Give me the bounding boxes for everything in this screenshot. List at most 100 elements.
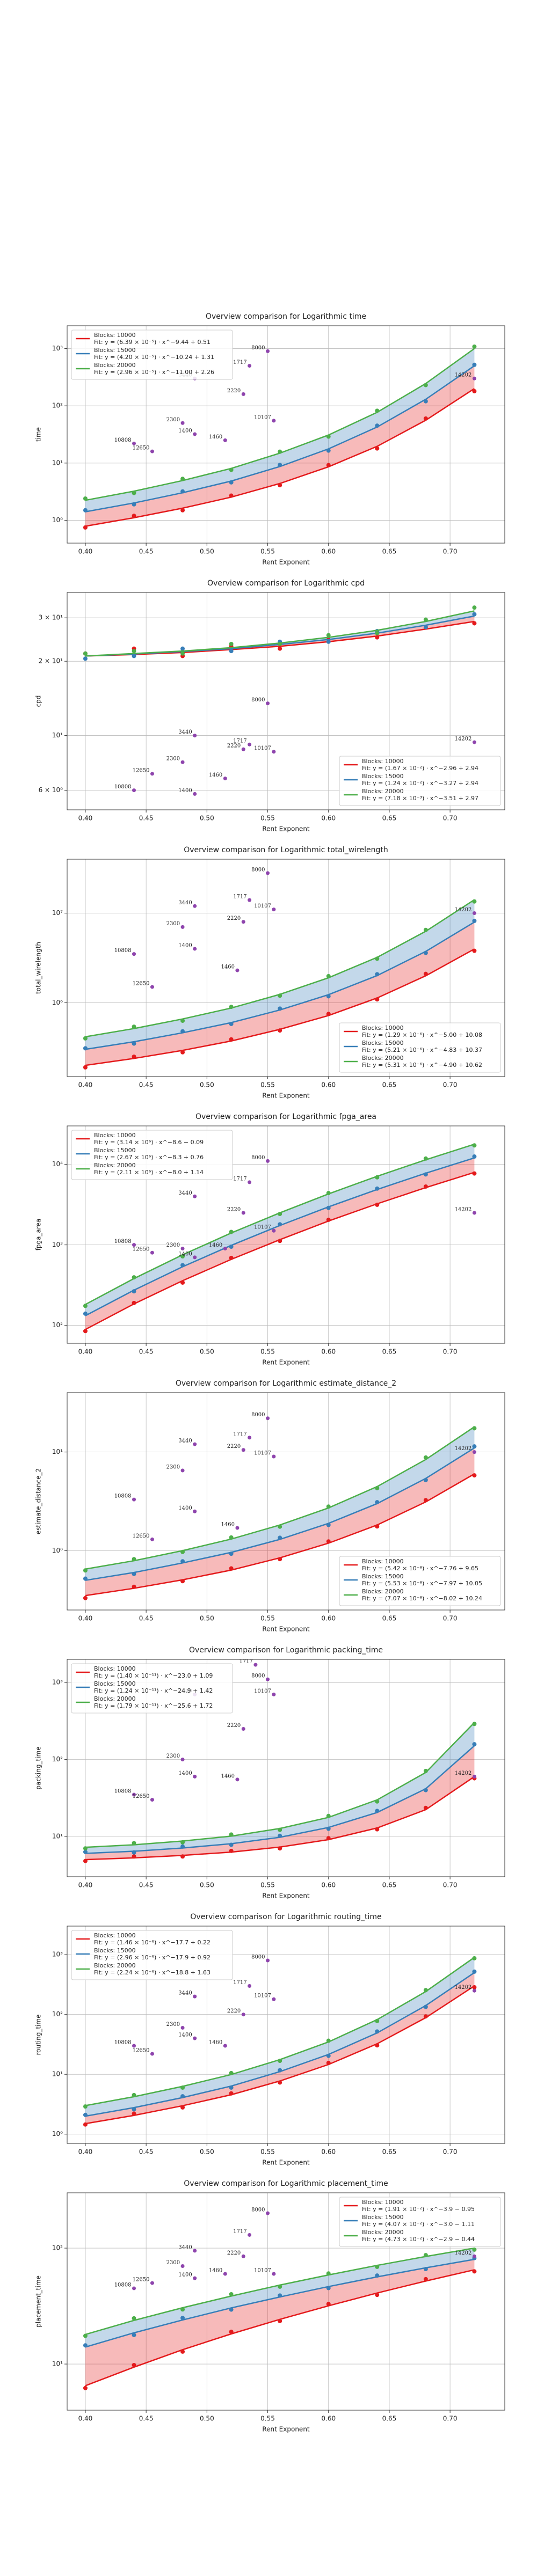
y-tick-label: 10¹: [52, 1448, 63, 1455]
data-point: [180, 477, 185, 481]
labeled-point: [150, 2281, 154, 2285]
labeled-point: [248, 1436, 252, 1440]
labeled-point: [223, 2272, 227, 2276]
data-point: [83, 2343, 88, 2348]
y-axis-label: total_wirelength: [35, 942, 42, 994]
data-point: [326, 639, 331, 644]
point-label: 2220: [227, 1723, 241, 1729]
labeled-point: [272, 750, 276, 754]
x-axis-label: Rent Exponent: [262, 2426, 310, 2433]
point-label: 10808: [114, 948, 132, 954]
legend-label: Blocks: 10000: [362, 758, 404, 765]
point-label: 2220: [227, 916, 241, 921]
x-tick-label: 0.70: [443, 815, 458, 822]
x-tick-label: 0.45: [139, 1081, 154, 1089]
data-point: [229, 1230, 234, 1234]
data-point: [229, 1005, 234, 1009]
data-point: [326, 463, 331, 467]
x-axis-label: Rent Exponent: [262, 1892, 310, 1900]
legend-label: Blocks: 20000: [362, 2229, 404, 2236]
data-point: [278, 2293, 282, 2298]
labeled-point: [223, 2044, 227, 2048]
point-label: 10107: [254, 1225, 271, 1231]
labeled-point: [223, 777, 227, 781]
point-label: 1717: [233, 1980, 246, 1986]
labeled-point: [248, 742, 252, 747]
data-point: [375, 1175, 380, 1180]
data-point: [132, 491, 136, 495]
data-point: [180, 508, 185, 513]
data-point: [180, 489, 185, 494]
y-tick-label: 10²: [52, 402, 63, 409]
legend-label: Blocks: 20000: [362, 788, 404, 795]
fit-band: [85, 1448, 475, 1596]
x-tick-label: 0.70: [443, 1882, 458, 1889]
legend-label: Blocks: 10000: [362, 2199, 404, 2206]
y-tick-label: 2 × 10¹: [39, 657, 63, 665]
labeled-point: [180, 2264, 185, 2268]
data-point: [423, 1805, 428, 1810]
labeled-point: [253, 1663, 258, 1667]
labeled-point: [472, 1450, 476, 1454]
point-label: 2300: [166, 756, 180, 762]
fit-band: [85, 365, 475, 526]
labeled-point: [241, 1727, 245, 1731]
data-point: [83, 651, 88, 656]
data-point: [326, 1826, 331, 1831]
labeled-point: [180, 760, 185, 764]
point-label: 1460: [209, 772, 222, 778]
data-point: [278, 463, 282, 467]
data-point: [423, 1498, 428, 1503]
y-tick-label: 10⁷: [52, 909, 63, 917]
labeled-point: [193, 2276, 197, 2280]
point-label: 14202: [455, 372, 472, 378]
legend-fit: Fit: y = (4.73 × 10⁻²) · x^−2.9 − 0.44: [362, 2236, 475, 2243]
point-label: 14202: [455, 1206, 472, 1212]
point-label: 2220: [227, 1444, 241, 1450]
data-point: [423, 1768, 428, 1773]
data-point: [83, 1329, 88, 1334]
data-point: [229, 2085, 234, 2090]
labeled-point: [241, 1448, 245, 1452]
chart-title: Overview comparison for Logarithmic plac…: [184, 2179, 388, 2188]
data-point: [375, 408, 380, 413]
data-point: [375, 1809, 380, 1813]
data-point: [229, 1842, 234, 1847]
data-point: [278, 1846, 282, 1851]
labeled-point: [472, 911, 476, 916]
x-tick-label: 0.60: [321, 2415, 336, 2423]
data-point: [375, 423, 380, 428]
x-tick-label: 0.55: [260, 2415, 275, 2423]
plot-frame: [67, 2192, 505, 2411]
labeled-point: [193, 1255, 197, 1260]
x-tick-label: 0.65: [382, 1615, 397, 1622]
point-label: 1717: [233, 738, 246, 744]
x-tick-label: 0.55: [260, 1081, 275, 1089]
x-tick-label: 0.45: [139, 1882, 154, 1889]
data-point: [375, 956, 380, 961]
labeled-point: [472, 1774, 476, 1779]
data-point: [229, 1255, 234, 1260]
x-tick-label: 0.50: [200, 548, 214, 555]
point-label: 12650: [133, 1533, 150, 1539]
labeled-point: [132, 2286, 136, 2290]
data-point: [472, 389, 477, 393]
plot-frame: [67, 325, 505, 544]
legend-fit: Fit: y = (7.07 × 10⁻⁸) · x^−8.02 + 10.24: [362, 1595, 482, 1602]
fit-band: [85, 2248, 475, 2347]
labeled-point: [248, 2233, 252, 2237]
labeled-point: [472, 2254, 476, 2258]
point-label: 2300: [166, 921, 180, 927]
point-label: 2300: [166, 2022, 180, 2028]
labeled-point: [266, 2211, 270, 2215]
point-label: 2220: [227, 1206, 241, 1212]
labeled-point: [193, 904, 197, 908]
data-point: [132, 2092, 136, 2097]
point-label: 1400: [178, 1770, 192, 1776]
point-label: 1400: [178, 942, 192, 948]
data-point: [83, 1858, 88, 1863]
x-tick-label: 0.55: [260, 815, 275, 822]
x-tick-label: 0.40: [78, 548, 93, 555]
labeled-point: [180, 1758, 185, 1762]
labeled-point: [132, 1243, 136, 1247]
